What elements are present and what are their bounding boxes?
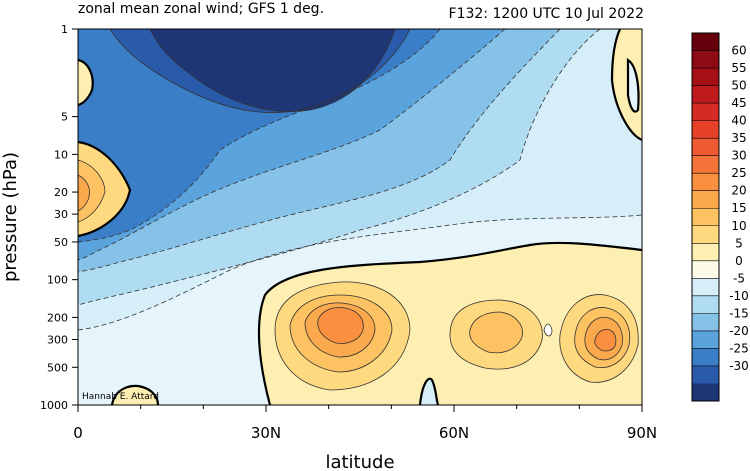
colorbar-swatch (692, 33, 719, 52)
colorbar-label: -20 (729, 324, 749, 338)
region-hole-right (544, 324, 552, 336)
colorbar-label: -5 (733, 271, 745, 285)
y-tick-label: 50 (54, 236, 68, 249)
y-tick-label: 20 (54, 186, 68, 199)
colorbar-label: 55 (731, 61, 746, 75)
watermark: Hannah E. Attard (82, 392, 159, 402)
y-tick-label: 100 (47, 274, 68, 287)
colorbar-swatch (692, 155, 719, 174)
colorbar-label: -25 (729, 341, 749, 355)
colorbar-label: 35 (731, 131, 746, 145)
colorbar-swatch (692, 313, 719, 332)
colorbar-swatch (692, 383, 719, 402)
colorbar-swatch (692, 225, 719, 244)
colorbar-swatch (692, 85, 719, 104)
colorbar-swatch (692, 365, 719, 384)
colorbar-label: 10 (731, 219, 746, 233)
colorbar-swatch (692, 295, 719, 314)
colorbar-label: 40 (731, 114, 746, 128)
colorbar-label: 15 (731, 201, 746, 215)
x-axis: 0 30N 60N 90N (73, 405, 657, 442)
plot-frame (77, 28, 643, 406)
colorbar-swatch (692, 50, 719, 69)
colorbar-label: 0 (735, 254, 743, 268)
region-plus10-left (78, 160, 105, 222)
region-plus20-jet1 (317, 307, 364, 344)
y-tick-label: 500 (47, 361, 68, 374)
y-tick-label: 1000 (40, 399, 68, 412)
colorbar-label: 45 (731, 96, 746, 110)
colorbar-swatch (692, 138, 719, 157)
colorbar: 605550454035302520151050-5-10-15-20-25-3… (691, 32, 749, 402)
y-tick-label: 1 (61, 23, 68, 36)
contour-lines (78, 29, 642, 391)
colorbar-label: -15 (729, 306, 749, 320)
colorbar-label: -10 (729, 289, 749, 303)
region-minus30-core (150, 29, 395, 112)
colorbar-swatch (692, 260, 719, 279)
y-tick-label: 5 (61, 111, 68, 124)
colorbar-label: 5 (735, 236, 743, 250)
colorbar-label: 30 (731, 149, 746, 163)
x-tick-label: 60N (439, 424, 469, 442)
colorbar-swatch (692, 68, 719, 87)
y-tick-label: 10 (54, 148, 68, 161)
region-plus-bottomleft (112, 385, 158, 405)
colorbar-label: 60 (731, 44, 746, 58)
region-plus20-jet3 (594, 329, 616, 351)
y-tick-label: 300 (47, 333, 68, 346)
colorbar-swatch (692, 278, 719, 297)
x-tick-label: 0 (73, 424, 83, 442)
colorbar-frame (691, 32, 720, 402)
colorbar-swatch (692, 103, 719, 122)
colorbar-swatch (692, 173, 719, 192)
colorbar-label: 20 (731, 184, 746, 198)
colorbar-swatch (692, 208, 719, 227)
colorbar-swatch (692, 190, 719, 209)
zero-contour (78, 29, 642, 405)
y-tick-label: 30 (54, 208, 68, 221)
region-plus10-jet2 (469, 312, 523, 353)
colorbar-swatch (692, 330, 719, 349)
contour-plot-area (78, 29, 642, 405)
colorbar-label: -30 (729, 359, 749, 373)
region-zero-topright (628, 60, 639, 112)
colorbar-swatch (692, 120, 719, 139)
region-plus5-topleft (78, 60, 93, 105)
chart-subtitle: F132: 1200 UTC 10 Jul 2022 (449, 6, 644, 22)
colorbar-swatch (692, 348, 719, 367)
y-axis: 1 5 10 20 30 50 100 200 300 500 1000 (40, 23, 78, 412)
y-axis-label: pressure (hPa) (0, 152, 21, 282)
x-axis-label: latitude (325, 452, 394, 471)
y-tick-label: 200 (47, 311, 68, 324)
colorbar-swatch (692, 243, 719, 262)
colorbar-label: 25 (731, 166, 746, 180)
chart-title: zonal mean zonal wind; GFS 1 deg. (78, 1, 324, 17)
x-tick-label: 30N (251, 424, 281, 442)
colorbar-label: 50 (731, 79, 746, 93)
x-tick-label: 90N (627, 424, 657, 442)
